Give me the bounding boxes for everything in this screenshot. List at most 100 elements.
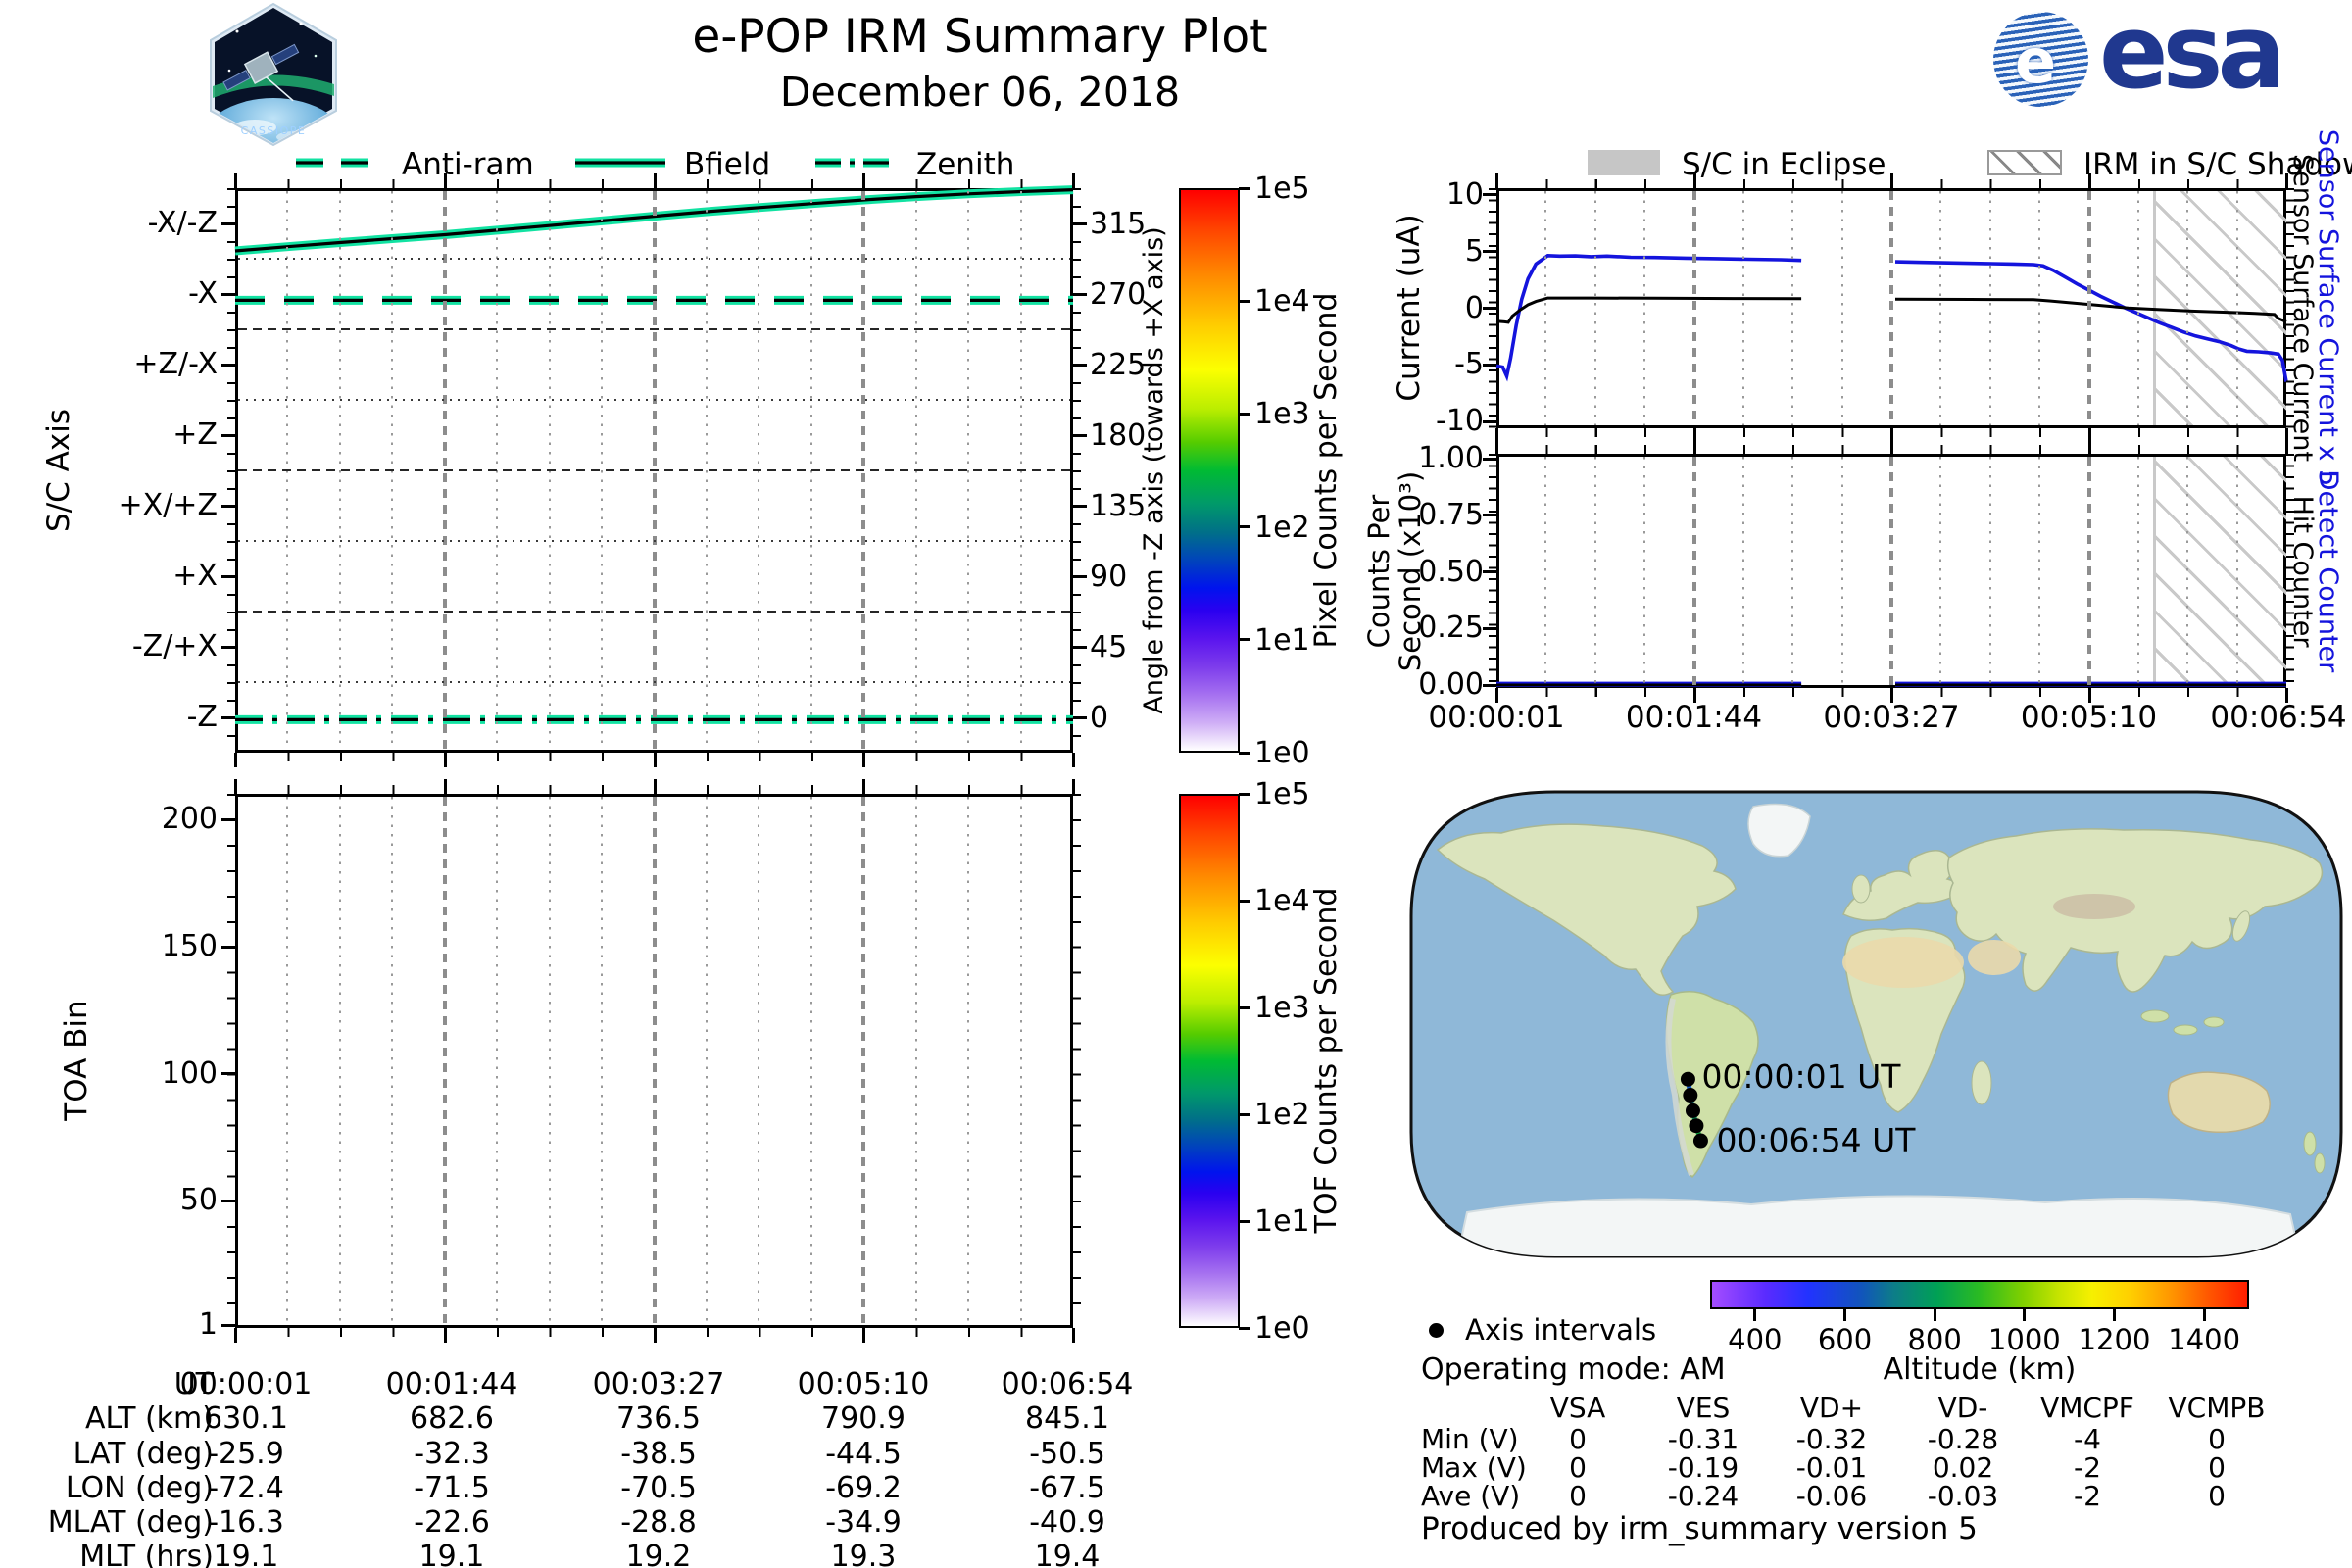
gridline-minor	[1643, 457, 1646, 685]
y-major-tick	[221, 363, 235, 367]
legend-zenith-label: Zenith	[916, 147, 1015, 182]
volt-col-header: VMCPF	[2040, 1392, 2134, 1424]
angle-ytick-label: 180	[1090, 418, 1147, 453]
volt-row-label: Min (V)	[1421, 1423, 1519, 1455]
angle-ytick-label: 315	[1090, 207, 1147, 241]
volt-cell: -0.31	[1667, 1423, 1740, 1455]
ephemeris-cell: 630.1	[204, 1401, 288, 1436]
ephemeris-cell: -38.5	[620, 1437, 697, 1471]
gridline-minor	[1791, 191, 1794, 425]
esa-globe-icon	[1993, 12, 2088, 107]
alt-tick-label: 1400	[2168, 1323, 2241, 1356]
colorbar-tick	[1239, 1219, 1250, 1223]
x-major-tick	[1890, 688, 1893, 703]
x-major-tick	[443, 779, 447, 794]
page-title: e-POP IRM Summary Plot	[692, 10, 1268, 64]
time-tick-label: 00:05:10	[2020, 700, 2158, 735]
gridline-minor	[1544, 191, 1547, 425]
gridline-horizontal	[238, 681, 1070, 683]
ephemeris-cell: -70.5	[620, 1471, 697, 1505]
volt-cell: -4	[2074, 1423, 2101, 1455]
y-major-tick	[1483, 457, 1496, 461]
volt-cell: -2	[2074, 1451, 2101, 1484]
ground-track	[1680, 1071, 1708, 1149]
y-major-tick	[1483, 363, 1496, 367]
x-major-tick	[1072, 173, 1075, 188]
x-major-tick	[443, 753, 447, 767]
y-major-tick	[221, 715, 235, 719]
y-major-tick	[1073, 292, 1087, 296]
track-start-label: 00:00:01 UT	[1701, 1057, 1901, 1097]
ephemeris-cell: 00:01:44	[385, 1367, 518, 1401]
gridline-horizontal	[238, 469, 1070, 471]
ephemeris-cell: -28.8	[620, 1505, 697, 1540]
ephemeris-cell: 845.1	[1025, 1401, 1109, 1436]
esa-globe-e: e	[2015, 25, 2057, 97]
ephemeris-cell: 790.9	[821, 1401, 906, 1436]
ephemeris-row-label: LON (deg)	[65, 1471, 214, 1505]
toa-ytick-label: 1	[198, 1307, 218, 1343]
gridline-minor	[601, 797, 604, 1325]
volt-cell: -0.19	[1667, 1451, 1740, 1484]
x-major-tick	[443, 173, 447, 188]
gridline-minor	[2235, 191, 2238, 425]
ephemeris-cell: 19.2	[625, 1540, 692, 1568]
angle-ytick-label: 90	[1090, 560, 1128, 594]
gridline-minor	[548, 797, 551, 1325]
pixel-colorbar-tick-label: 1e0	[1254, 736, 1310, 770]
colorbar-tick	[1239, 792, 1250, 796]
gridline-minor	[705, 797, 708, 1325]
gridline-minor	[914, 797, 917, 1325]
ephemeris-cell: -44.5	[825, 1437, 902, 1471]
track-point	[1685, 1102, 1700, 1118]
gridline-major	[1691, 457, 1696, 685]
gridline-minor	[1939, 457, 1942, 685]
sc-axis-ytick-label: -X/-Z	[147, 206, 218, 240]
x-major-tick	[1495, 173, 1498, 188]
ephemeris-row-label: MLAT (deg)	[47, 1505, 214, 1540]
alt-tick	[2113, 1309, 2116, 1321]
track-point	[1689, 1118, 1704, 1134]
colorbar-tick	[1239, 412, 1250, 416]
gridline-minor	[1741, 191, 1744, 425]
ephemeris-cell: 682.6	[410, 1401, 494, 1436]
ephemeris-cell: 19.1	[418, 1540, 485, 1568]
alt-tick-label: 600	[1817, 1323, 1873, 1356]
tick-strip-right	[1073, 188, 1081, 753]
current-ytick-label: -10	[1436, 404, 1484, 439]
volt-row-label: Ave (V)	[1421, 1480, 1521, 1512]
gridline-minor	[391, 797, 394, 1325]
track-end-label: 00:06:54 UT	[1716, 1121, 1916, 1160]
volt-col-header: VES	[1676, 1392, 1731, 1424]
angle-ytick-label: 270	[1090, 277, 1147, 312]
ephemeris-cell: 19.3	[830, 1540, 897, 1568]
pixel-colorbar-label: Pixel Counts per Second	[1309, 292, 1344, 649]
x-major-tick	[1890, 428, 1893, 443]
y-major-tick	[1073, 433, 1087, 437]
gridline-major	[861, 797, 866, 1325]
pixel-colorbar-tick-label: 1e1	[1254, 622, 1310, 658]
world-map	[1409, 790, 2343, 1258]
ephemeris-cell: 00:06:54	[1001, 1367, 1134, 1401]
x-major-tick	[1072, 1328, 1075, 1343]
angle-ytick-label: 0	[1090, 701, 1109, 735]
volt-cell: 0	[2208, 1480, 2226, 1512]
alt-tick	[1843, 1309, 1846, 1321]
y-major-tick	[1483, 683, 1496, 687]
time-tick-label: 00:03:27	[1823, 700, 1960, 735]
x-major-tick	[1495, 428, 1498, 443]
y-major-tick	[221, 292, 235, 296]
gridline-major	[1889, 457, 1893, 685]
current-ytick-label: 10	[1446, 176, 1484, 212]
sc-axis-ytick-label: -Z/+X	[131, 629, 218, 663]
gridline-horizontal	[238, 611, 1070, 612]
pixel-colorbar	[1179, 188, 1240, 753]
cassiope-label: CASSIOPE	[241, 124, 307, 137]
volt-cell: 0	[2208, 1451, 2226, 1484]
track-point	[1683, 1088, 1698, 1103]
counts-ytick-label: 0.25	[1418, 611, 1484, 646]
toa-ytick-label: 150	[161, 929, 218, 963]
x-major-tick	[862, 779, 866, 794]
toa-ylabel: TOA Bin	[59, 1000, 94, 1121]
